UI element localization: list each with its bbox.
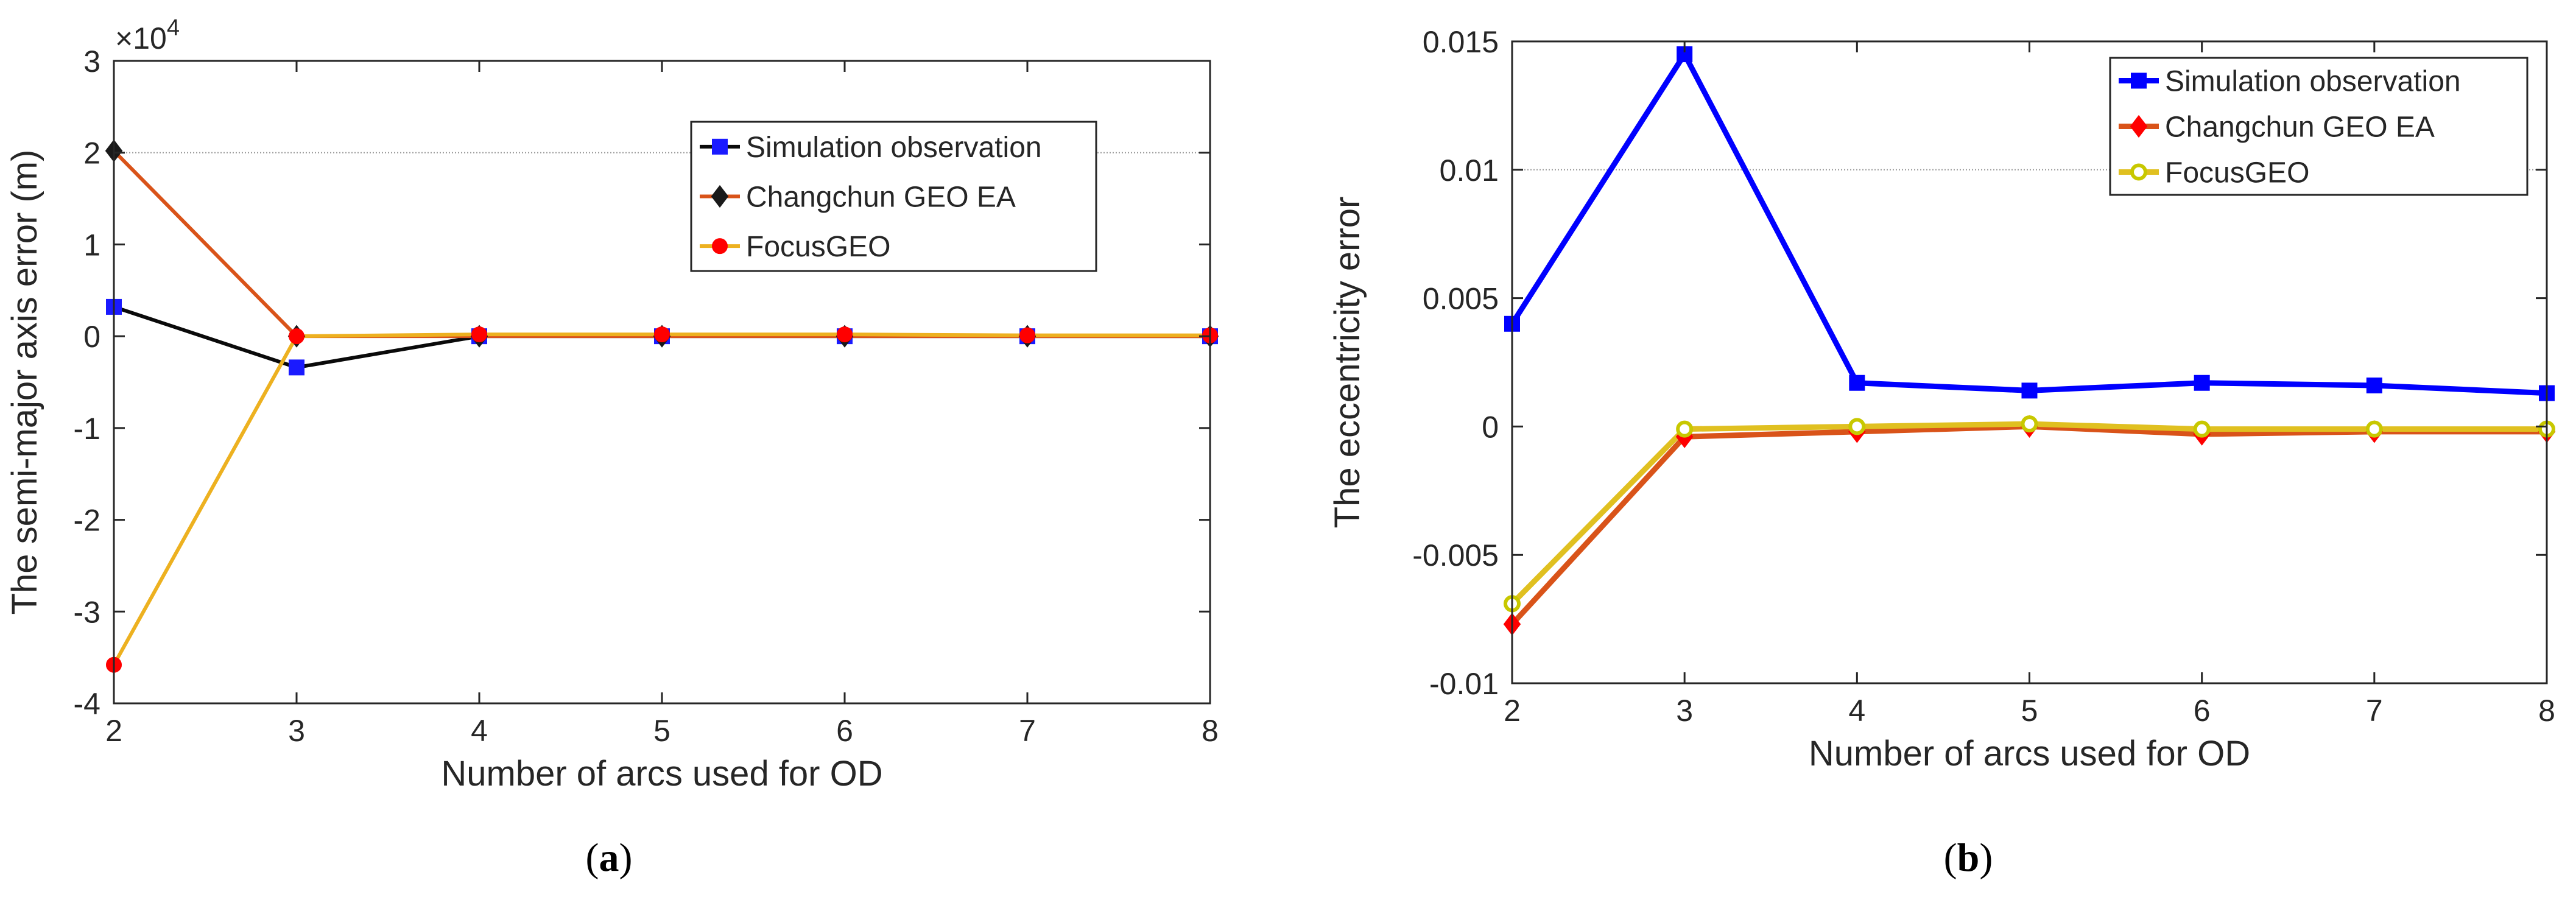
- legend-label-1: Simulation observation: [746, 132, 1042, 164]
- legend: Simulation observation Changchun GEO EA Fo…: [2109, 57, 2528, 196]
- legend: Simulation observation Changchun GEO EA Fo…: [690, 121, 1097, 272]
- data-point-series-3: [289, 328, 304, 345]
- y-tick-label: 0.01: [1440, 153, 1499, 188]
- y-tick-label: -1: [74, 412, 100, 446]
- panel-caption: (a): [586, 835, 633, 880]
- y-axis-exponent: ×104: [115, 15, 180, 55]
- y-tick-label: 0: [1482, 410, 1499, 444]
- x-tick-label: 6: [836, 714, 853, 748]
- y-tick-label: -4: [74, 687, 100, 721]
- legend-marker-3: [712, 238, 728, 255]
- y-tick-label: -3: [74, 595, 100, 629]
- data-point-series-3: [471, 326, 487, 343]
- x-tick-label: 6: [2194, 694, 2211, 728]
- legend-box: [2109, 57, 2528, 196]
- legend-label-2: Changchun GEO EA: [746, 181, 1016, 214]
- y-axis-label: The eccentricity error: [1328, 197, 1367, 529]
- panel-caption: (b): [1944, 835, 1993, 880]
- x-tick-label: 4: [1848, 694, 1865, 728]
- y-tick-label: 0.005: [1423, 282, 1499, 316]
- legend-box: [690, 121, 1097, 272]
- panel-b-chart: 2 3 4 5 6 7 8 0.015 0.01 0.005 0 -0.005 -0.01 Number …: [1328, 25, 2556, 880]
- data-point-series-1: [289, 359, 304, 376]
- data-point-series-3: [1848, 418, 1866, 435]
- x-tick-label: 4: [471, 714, 488, 748]
- legend-label-2: Changchun GEO EA: [2165, 111, 2435, 144]
- data-point-series-3: [654, 326, 670, 343]
- x-axis-label: Number of arcs used for OD: [441, 754, 882, 793]
- y-tick-label: 2: [83, 136, 100, 171]
- legend-label-1: Simulation observation: [2165, 66, 2461, 98]
- x-tick-label: 3: [1676, 694, 1693, 728]
- legend-marker-2: [711, 185, 729, 208]
- y-tick-label: -2: [74, 504, 100, 538]
- legend-label-3: FocusGEO: [2165, 157, 2309, 189]
- y-tick-label: 3: [83, 44, 100, 79]
- data-point-series-3: [1676, 420, 1694, 438]
- data-point-series-3: [2365, 420, 2383, 438]
- x-tick-label: 7: [2366, 694, 2383, 728]
- legend-marker-3: [2130, 163, 2147, 181]
- data-point-series-3: [2193, 420, 2211, 438]
- x-tick-label: 2: [105, 714, 122, 748]
- y-tick-label: -0.005: [1412, 538, 1499, 572]
- y-tick-label: -0.01: [1429, 667, 1499, 701]
- data-point-series-3: [1019, 327, 1035, 343]
- y-tick-label: 0.015: [1423, 25, 1499, 59]
- data-point-series-3: [837, 326, 853, 343]
- legend-marker-2: [2130, 114, 2148, 138]
- x-tick-label: 2: [1504, 694, 1521, 728]
- data-point-series-1: [2021, 382, 2038, 399]
- y-axis-label: The semi-major axis error (m): [5, 150, 44, 615]
- data-point-series-1: [2194, 375, 2210, 391]
- x-tick-label: 3: [288, 714, 305, 748]
- panel-a-chart: 2 3 4 5 6 7 8 3 2 1 0 -1 -2 -3 -4 ×104 Number of arcs us…: [5, 15, 1219, 880]
- x-tick-label: 8: [2538, 694, 2555, 728]
- x-tick-label: 5: [653, 714, 670, 748]
- legend-marker-1: [2131, 72, 2147, 89]
- x-axis-label: Number of arcs used for OD: [1809, 734, 2250, 773]
- x-tick-label: 8: [1202, 714, 1219, 748]
- legend-label-3: FocusGEO: [746, 231, 890, 263]
- x-tick-label: 7: [1019, 714, 1036, 748]
- y-tick-label: 0: [83, 320, 100, 354]
- data-point-series-3: [2021, 415, 2038, 433]
- data-point-series-1: [2366, 377, 2382, 393]
- x-tick-label: 5: [2021, 694, 2038, 728]
- legend-marker-1: [712, 138, 728, 155]
- y-tick-label: 1: [83, 228, 100, 262]
- data-point-series-1: [1849, 375, 1865, 391]
